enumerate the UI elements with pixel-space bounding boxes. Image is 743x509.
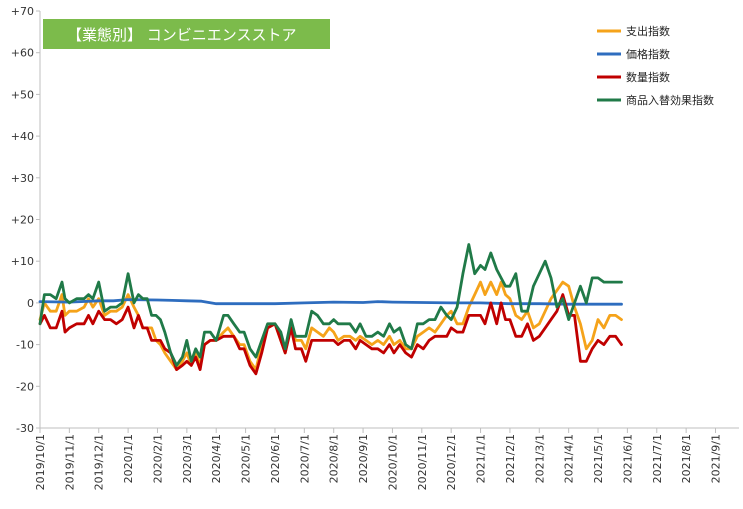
x-tick-label: 2020/7/1 <box>298 434 311 483</box>
x-tick-label: 2020/11/1 <box>416 434 429 490</box>
x-tick-label: 2020/8/1 <box>328 434 341 483</box>
x-tick-label: 2019/12/1 <box>93 434 106 490</box>
x-tick-label: 2020/6/1 <box>269 434 282 483</box>
y-tick-label: +40 <box>11 130 34 143</box>
x-tick-label: 2020/2/1 <box>151 434 164 483</box>
series-line-3 <box>38 243 623 367</box>
y-tick-label: 0 <box>27 297 34 310</box>
legend-label-1: 価格指数 <box>626 47 670 61</box>
y-tick-label: +50 <box>11 88 34 101</box>
x-tick-label: 2020/5/1 <box>240 434 253 483</box>
x-tick-label: 2021/9/1 <box>710 434 723 483</box>
y-tick-label: +70 <box>11 5 34 18</box>
y-tick-label: -20 <box>16 380 34 393</box>
series-line-1 <box>38 298 623 306</box>
y-tick-label: +20 <box>11 214 34 227</box>
x-tick-label: 2021/5/1 <box>592 434 605 483</box>
x-tick-label: 2020/4/1 <box>210 434 223 483</box>
x-tick-label: 2021/6/1 <box>621 434 634 483</box>
y-tick-label: +60 <box>11 47 34 60</box>
y-tick-label: +30 <box>11 172 34 185</box>
chart-title-box: 【業態別】 コンビニエンスストア <box>43 19 330 49</box>
x-tick-label: 2019/11/1 <box>63 434 76 490</box>
x-tick-label: 2021/1/1 <box>475 434 488 483</box>
y-tick-label: -10 <box>16 339 34 352</box>
x-tick-label: 2021/4/1 <box>563 434 576 483</box>
x-tick-label: 2021/2/1 <box>504 434 517 483</box>
x-tick-label: 2020/9/1 <box>357 434 370 483</box>
y-tick-label: +10 <box>11 255 34 268</box>
chart-title: 【業態別】 コンビニエンスストア <box>67 26 296 44</box>
series-lines <box>38 243 623 376</box>
series-line-0 <box>38 280 623 372</box>
chart-title-background <box>43 19 330 49</box>
x-tick-label: 2021/8/1 <box>680 434 693 483</box>
series-line-2 <box>38 293 623 376</box>
legend-label-2: 数量指数 <box>626 70 670 84</box>
x-tick-label: 2020/3/1 <box>181 434 194 483</box>
x-tick-label: 2020/10/1 <box>386 434 399 490</box>
y-tick-label: -30 <box>16 422 34 435</box>
x-tick-label: 2021/3/1 <box>533 434 546 483</box>
x-tick-label: 2020/1/1 <box>122 434 135 483</box>
legend-label-0: 支出指数 <box>626 24 670 38</box>
axes: +70 +60 +50 +40 +30 +20 +10 0 -10 -20 -302019/10/1… <box>11 5 739 490</box>
x-tick-label: 2020/12/1 <box>445 434 458 490</box>
x-tick-label: 2019/10/1 <box>34 434 47 490</box>
legend-label-3: 商品入替効果指数 <box>626 93 714 107</box>
x-tick-label: 2021/7/1 <box>651 434 664 483</box>
